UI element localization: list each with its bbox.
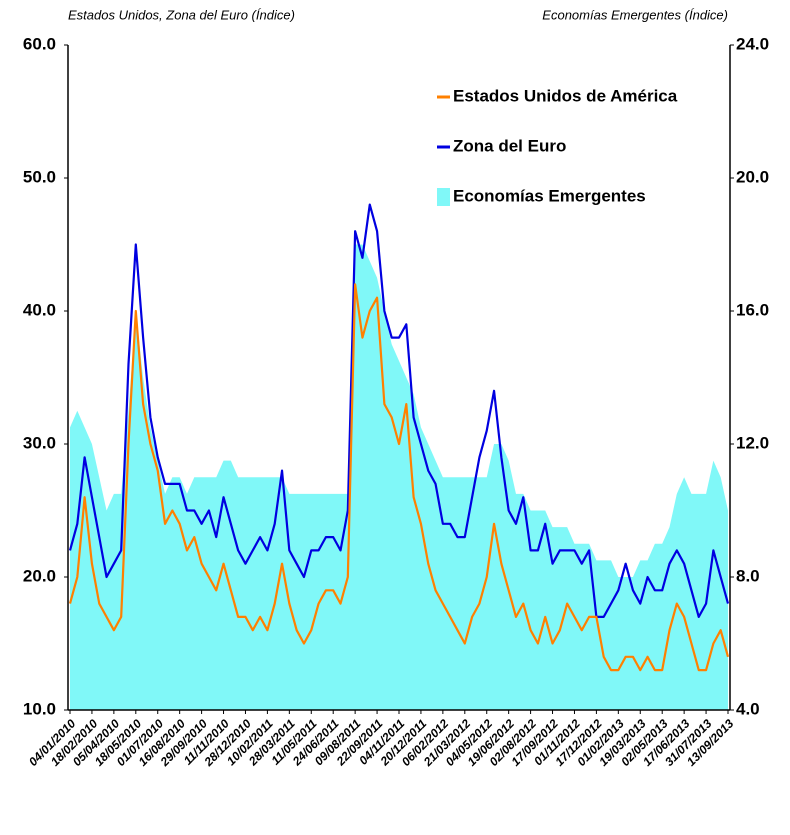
- line: [68, 283, 730, 672]
- y2-tick-label: 24.0: [736, 34, 769, 53]
- y2-tick-label: 16.0: [736, 300, 769, 319]
- y-tick-label: 20.0: [23, 566, 56, 585]
- y-axis-label: Estados Unidos, Zona del Euro (Índice): [68, 7, 295, 22]
- area: [70, 244, 728, 710]
- y2-tick-label: 12.0: [736, 433, 769, 452]
- y-tick-label: 30.0: [23, 433, 56, 452]
- legend-label: Estados Unidos de América: [453, 86, 678, 105]
- y2-tick-label: 20.0: [736, 167, 769, 186]
- legend-swatch: [437, 188, 450, 206]
- legend-label: Economías Emergentes: [453, 186, 646, 205]
- y2-axis-label: Economías Emergentes (Índice): [542, 7, 728, 22]
- y-tick-label: 50.0: [23, 167, 56, 186]
- y-tick-label: 40.0: [23, 300, 56, 319]
- y-tick-label: 10.0: [23, 699, 56, 718]
- y2-tick-label: 8.0: [736, 566, 760, 585]
- legend-label: Zona del Euro: [453, 136, 566, 155]
- y2-tick-label: 4.0: [736, 699, 760, 718]
- y-tick-label: 60.0: [23, 34, 56, 53]
- line: [68, 203, 730, 618]
